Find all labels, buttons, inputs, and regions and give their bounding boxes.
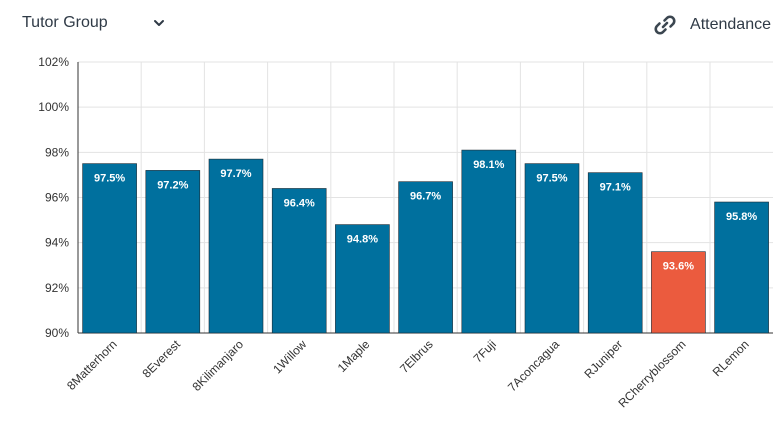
data-label: 95.8% xyxy=(726,211,757,223)
attendance-bar-chart: 90%92%94%96%98%100%102% 97.5%97.2%97.7%9… xyxy=(38,55,773,411)
bars xyxy=(82,149,769,334)
bar-7aconcagua[interactable] xyxy=(524,163,580,334)
data-label: 97.5% xyxy=(94,173,125,185)
x-category-label: 8Matterhorn xyxy=(64,337,120,393)
x-category-label: 8Kilimanjaro xyxy=(190,337,247,394)
data-label: 93.6% xyxy=(663,261,694,273)
bar-7fuji[interactable] xyxy=(461,149,517,334)
data-label: 98.1% xyxy=(473,159,504,171)
x-category-label: RCherryblossom xyxy=(615,337,688,410)
x-category-label: 8Everest xyxy=(140,337,184,381)
data-label: 97.5% xyxy=(536,173,567,185)
bar-7elbrus[interactable] xyxy=(398,181,453,334)
y-tick-label: 100% xyxy=(38,100,69,114)
bar-8matterhorn[interactable] xyxy=(82,163,137,334)
bar-8everest[interactable] xyxy=(145,170,201,334)
data-label: 97.1% xyxy=(600,182,631,194)
data-label: 96.4% xyxy=(284,197,315,209)
data-label: 97.7% xyxy=(220,168,251,180)
bar-rjuniper[interactable] xyxy=(587,172,643,334)
bar-rcherryblossom[interactable] xyxy=(651,251,706,334)
y-tick-label: 98% xyxy=(45,145,69,159)
link-icon[interactable] xyxy=(652,12,678,38)
bar-8kilimanjaro[interactable] xyxy=(208,158,264,334)
bar-1maple[interactable] xyxy=(335,224,390,334)
group-type-dropdown[interactable]: Tutor Group xyxy=(22,14,166,32)
x-category-label: 7Aconcagua xyxy=(505,337,562,394)
x-axis-labels: 8Matterhorn 8Everest 8Kilimanjaro 1Willow 1M… xyxy=(64,337,752,411)
chart-header: Tutor Group Attendance xyxy=(0,0,773,50)
metric-label: Attendance xyxy=(690,16,771,33)
data-label: 97.2% xyxy=(157,179,188,191)
y-tick-label: 94% xyxy=(45,236,69,250)
group-type-value: Tutor Group xyxy=(22,14,108,31)
y-tick-label: 90% xyxy=(45,326,69,340)
x-category-label: 7Elbrus xyxy=(397,337,436,376)
x-category-label: 7Fuji xyxy=(471,337,499,365)
metric-area: Attendance xyxy=(652,12,773,38)
data-labels: 97.5% 97.2% 97.7% 96.4% 94.8% 96.7% 98.1% 97.5%… xyxy=(94,159,757,273)
data-label: 94.8% xyxy=(347,234,378,246)
data-label: 96.7% xyxy=(410,191,441,203)
chevron-down-icon xyxy=(152,16,166,30)
bar-1willow[interactable] xyxy=(271,188,327,334)
y-tick-label: 102% xyxy=(38,55,69,69)
x-category-label: 1Maple xyxy=(335,337,373,375)
x-category-label: 1Willow xyxy=(270,337,309,376)
y-axis-ticks: 90% 92% 94% 96% 98% 100% 102% xyxy=(38,55,69,340)
y-tick-label: 96% xyxy=(45,191,69,205)
y-tick-label: 92% xyxy=(45,281,69,295)
x-category-label: RJuniper xyxy=(581,337,625,381)
x-category-label: RLemon xyxy=(710,337,752,379)
bar-rlemon[interactable] xyxy=(714,201,769,334)
